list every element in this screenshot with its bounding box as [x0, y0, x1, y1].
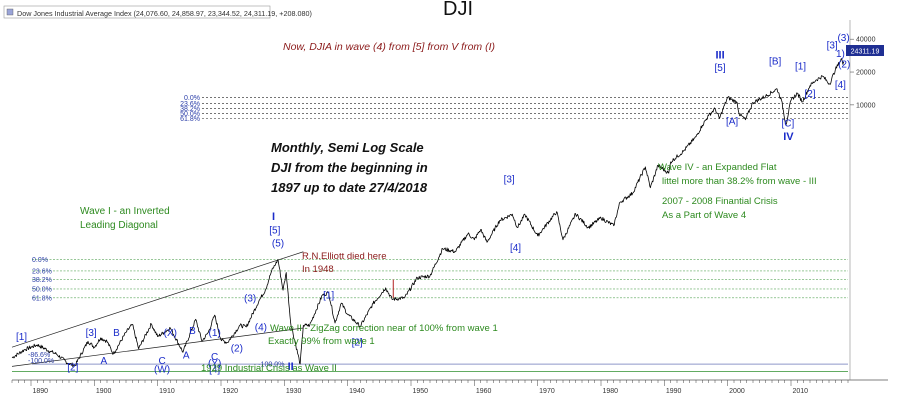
- note-now: Now, DJIA in wave (4) from [5] from V fr…: [283, 41, 495, 53]
- trend-line-upper: [11, 251, 304, 348]
- x-tick-label: 2010: [793, 388, 809, 395]
- x-tick-label: 1940: [349, 388, 365, 395]
- wave-label: [3]: [86, 328, 97, 339]
- wave-label: [3]: [827, 40, 838, 51]
- x-tick-label: 2000: [729, 388, 745, 395]
- fib-upper-label: 0.0%: [184, 95, 200, 102]
- trend-line-lower: [11, 327, 304, 367]
- wave-label: B: [113, 328, 120, 339]
- fib-lower-label: 0.0%: [32, 257, 48, 264]
- wave-label: (2): [838, 60, 850, 71]
- fib-lower-label: 23.6%: [32, 268, 52, 275]
- wave-label: [2]: [804, 89, 815, 100]
- wave-label: [4]: [835, 80, 846, 91]
- fib-lower-left-label-2: -100.0%: [28, 358, 54, 365]
- wave-label: C: [158, 356, 165, 367]
- wave-label: 1): [836, 49, 845, 60]
- note-wave-4-line-2: littel more than 38.2% from wave - III: [662, 176, 817, 187]
- note-crisis-2008-line-2: As a Part of Wave 4: [662, 210, 746, 221]
- wave-label: (2): [231, 343, 243, 354]
- y-tick-label: 40000: [856, 37, 876, 44]
- y-tick-label: 20000: [856, 70, 876, 77]
- wave-label: (4): [255, 323, 267, 334]
- fib-upper-label: 61.8%: [180, 116, 200, 123]
- fib-lower-label: 50.0%: [32, 286, 52, 293]
- price-series-line: [11, 58, 845, 368]
- wave-label: [1]: [795, 62, 806, 73]
- fib-upper-label: 23.6%: [180, 101, 200, 108]
- note-wave-1-line-1: Wave I - an Inverted: [80, 206, 170, 217]
- x-tick-label: 1900: [96, 388, 112, 395]
- wave-label: C: [211, 352, 218, 363]
- wave-label: [4]: [510, 243, 521, 254]
- fib-upper-label: 38.2%: [180, 106, 200, 113]
- title-line-1: Monthly, Semi Log Scale: [271, 140, 424, 155]
- note-wave-2-line-1: Wave II - ZigZag correction near of 100%…: [270, 323, 498, 334]
- note-crisis-1929: 1929 Industrial Crisis as Wave II: [201, 363, 337, 374]
- wave-label: [4]: [209, 365, 220, 376]
- last-price-label: 24311.19: [851, 49, 880, 56]
- title-line-3: 1897 up to date 27/4/2018: [271, 180, 428, 195]
- note-elliott-line-1: R.N.Elliott died here: [302, 251, 386, 262]
- x-tick-label: 1960: [476, 388, 492, 395]
- wave-label: (3): [837, 33, 849, 44]
- note-wave-1-line-2: Leading Diagonal: [80, 220, 158, 231]
- title-line-2: DJI from the beginning in: [271, 160, 428, 175]
- wave-label: [1]: [323, 290, 334, 301]
- x-tick-label: 1990: [666, 388, 682, 395]
- fib-lower-left-label-1: -86.6%: [28, 352, 50, 359]
- fib-lower-label: 61.8%: [32, 295, 52, 302]
- wave-label: [A]: [726, 117, 738, 128]
- x-tick-label: 1890: [33, 388, 49, 395]
- x-tick-label: 1920: [223, 388, 239, 395]
- ticker-header-icon: [6, 8, 14, 16]
- x-tick-label: 1970: [539, 388, 555, 395]
- wave-label: III: [715, 50, 724, 62]
- note-elliott-line-2: In 1948: [302, 264, 334, 275]
- last-price-box: [846, 45, 884, 56]
- wave-label: [B]: [769, 56, 781, 67]
- x-tick-label: 1930: [286, 388, 302, 395]
- wave-label: (3): [244, 293, 256, 304]
- fib-lower-label: -100.0%: [258, 362, 284, 369]
- wave-label: [3]: [504, 174, 515, 185]
- x-tick-label: 1910: [159, 388, 175, 395]
- ticker-line: Dow Jones Industrial Average Index (24,0…: [17, 9, 312, 18]
- wave-label: (1): [209, 328, 221, 339]
- wave-label: A: [183, 351, 190, 362]
- wave-label: I: [272, 211, 275, 223]
- wave-label: (W): [154, 365, 170, 376]
- wave-label: (Y): [208, 358, 221, 369]
- wave-label: IV: [783, 131, 794, 143]
- note-wave-4-line-1: Wave IV - an Expanded Flat: [658, 162, 777, 173]
- wave-label: [5]: [269, 226, 280, 237]
- wave-label: [1]: [16, 332, 27, 343]
- chart-symbol: DJI: [443, 0, 473, 20]
- wave-label: [2]: [352, 338, 363, 349]
- fib-lower-label: 38.2%: [32, 277, 52, 284]
- wave-label: A: [100, 356, 107, 367]
- wave-label: [2]: [67, 363, 78, 374]
- wave-label: (5): [272, 239, 284, 250]
- fib-upper-label: 50.0%: [180, 111, 200, 118]
- ticker-header-box: [3, 5, 271, 19]
- wave-label: [C]: [781, 119, 794, 130]
- note-wave-2-line-2: Exactly 99% from wave 1: [268, 336, 375, 347]
- y-tick-label: 10000: [856, 102, 876, 109]
- wave-label: [5]: [715, 63, 726, 74]
- x-tick-label: 1980: [603, 388, 619, 395]
- x-tick-label: 1950: [413, 388, 429, 395]
- wave-label: II: [288, 361, 294, 373]
- note-crisis-2008-line-1: 2007 - 2008 Finantial Crisis: [662, 196, 778, 207]
- wave-label: (X): [164, 328, 177, 339]
- wave-label: B: [189, 326, 196, 337]
